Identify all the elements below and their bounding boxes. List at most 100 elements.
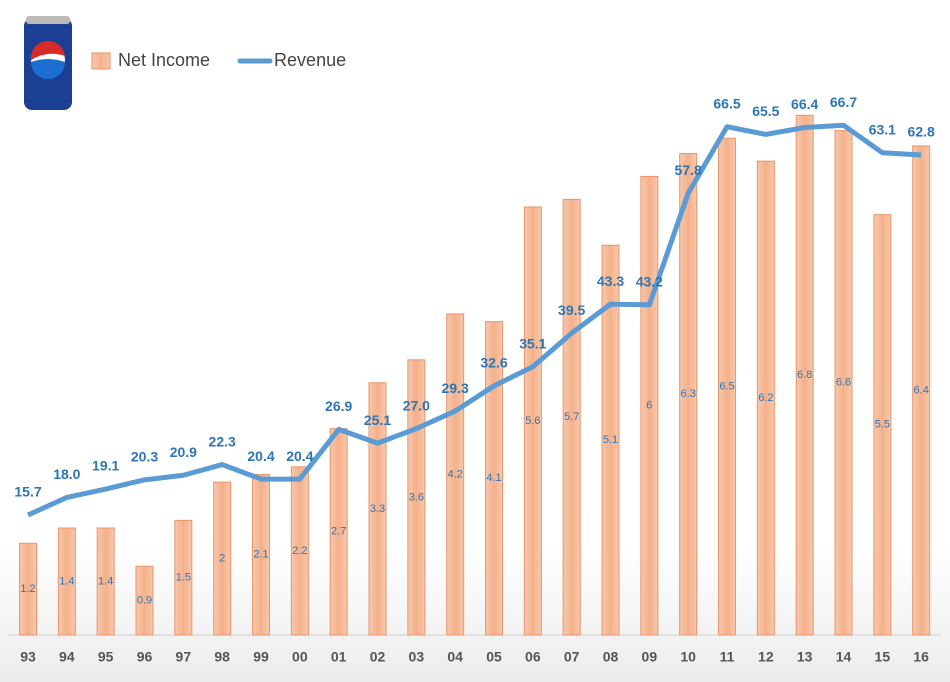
line-value-label: 39.5 xyxy=(558,302,585,318)
line-value-label: 26.9 xyxy=(325,398,352,414)
bar-value-label: 0.9 xyxy=(137,595,152,607)
bar xyxy=(446,313,465,636)
x-tick-label: 10 xyxy=(680,649,696,665)
line-value-label: 29.3 xyxy=(442,380,469,396)
bar xyxy=(756,160,775,636)
line-value-label: 43.3 xyxy=(597,273,624,289)
x-tick-label: 03 xyxy=(409,649,425,665)
line-value-label: 43.2 xyxy=(636,274,663,290)
line-value-label: 22.3 xyxy=(209,433,236,449)
line xyxy=(26,122,922,518)
bar-value-label: 5.1 xyxy=(603,434,618,446)
x-tick-label: 00 xyxy=(292,649,308,665)
bar xyxy=(19,542,38,636)
legend-label: Net Income xyxy=(118,50,210,70)
bar xyxy=(679,153,698,636)
bar xyxy=(718,137,737,636)
bar xyxy=(562,198,581,636)
line-value-label: 32.6 xyxy=(480,355,507,371)
line-value-label: 20.3 xyxy=(131,449,158,465)
x-tick-label: 01 xyxy=(331,649,347,665)
x-tick-label: 08 xyxy=(603,649,619,665)
bar xyxy=(601,244,620,636)
line-value-label: 25.1 xyxy=(364,412,391,428)
line-value-label: 20.4 xyxy=(286,448,313,464)
bar xyxy=(290,466,309,636)
bar-value-label: 1.4 xyxy=(98,575,113,587)
x-tick-label: 05 xyxy=(486,649,502,665)
bar-value-label: 2.1 xyxy=(253,549,268,561)
x-tick-label: 12 xyxy=(758,649,774,665)
line-value-label: 57.8 xyxy=(675,162,702,178)
logo-can xyxy=(24,16,72,110)
x-tick-label: 94 xyxy=(59,649,75,665)
x-tick-label: 95 xyxy=(98,649,114,665)
bar-value-label: 4.2 xyxy=(448,468,463,480)
bar xyxy=(252,474,271,636)
bar xyxy=(485,321,504,636)
x-tick-label: 04 xyxy=(447,649,463,665)
bar xyxy=(795,114,814,636)
line-value-label: 66.7 xyxy=(830,94,857,110)
bar-value-label: 6.4 xyxy=(914,384,929,396)
legend-label: Revenue xyxy=(274,50,346,70)
bar-value-label: 4.1 xyxy=(486,472,501,484)
bar-value-label: 1.2 xyxy=(20,583,35,595)
x-tick-label: 06 xyxy=(525,649,541,665)
x-tick-label: 16 xyxy=(913,649,929,665)
line-value-label: 19.1 xyxy=(92,458,119,474)
line-value-label: 62.8 xyxy=(908,124,935,140)
bar xyxy=(96,527,115,636)
bar xyxy=(213,481,232,636)
legend-swatch xyxy=(91,52,111,70)
line-value-label: 15.7 xyxy=(14,484,41,500)
x-tick-label: 98 xyxy=(214,649,230,665)
bar-value-label: 3.3 xyxy=(370,503,385,515)
bar xyxy=(135,565,154,636)
bar-value-label: 1.4 xyxy=(59,575,74,587)
line-value-label: 63.1 xyxy=(869,121,896,137)
bar xyxy=(368,382,387,636)
bar-value-label: 5.6 xyxy=(525,415,540,427)
x-tick-label: 96 xyxy=(137,649,153,665)
line-value-label: 20.4 xyxy=(247,448,274,464)
line-value-label: 20.9 xyxy=(170,444,197,460)
bar-value-label: 2.2 xyxy=(292,545,307,557)
bar-value-label: 2 xyxy=(219,552,225,564)
x-tick-label: 09 xyxy=(642,649,658,665)
x-tick-label: 93 xyxy=(20,649,36,665)
bar-value-label: 6.5 xyxy=(719,381,734,393)
bar xyxy=(57,527,76,636)
x-tick-label: 07 xyxy=(564,649,580,665)
bar xyxy=(174,519,193,636)
line-value-label: 65.5 xyxy=(752,103,779,119)
line-value-label: 66.5 xyxy=(713,95,740,111)
line-value-label: 18.0 xyxy=(53,466,80,482)
bar-value-label: 3.6 xyxy=(409,491,424,503)
x-tick-label: 13 xyxy=(797,649,813,665)
x-tick-label: 97 xyxy=(176,649,192,665)
bar xyxy=(873,214,892,636)
line-value-label: 35.1 xyxy=(519,335,546,351)
bar-value-label: 2.7 xyxy=(331,526,346,538)
line-value-label: 66.4 xyxy=(791,96,818,112)
x-tick-label: 02 xyxy=(370,649,386,665)
bar xyxy=(523,206,542,636)
bar-value-label: 1.5 xyxy=(176,572,191,584)
bar-value-label: 6 xyxy=(646,400,652,412)
x-tick-label: 99 xyxy=(253,649,269,665)
bar-value-label: 5.7 xyxy=(564,411,579,423)
x-tick-label: 11 xyxy=(720,649,735,665)
line-value-label: 27.0 xyxy=(403,397,430,413)
bar-value-label: 6.8 xyxy=(797,369,812,381)
bar-value-label: 6.2 xyxy=(758,392,773,404)
bar-value-label: 5.5 xyxy=(875,419,890,431)
bar-value-label: 6.3 xyxy=(681,388,696,400)
x-tick-label: 14 xyxy=(836,649,852,665)
bar-value-label: 6.6 xyxy=(836,377,851,389)
x-tick-label: 15 xyxy=(875,649,891,665)
bar xyxy=(912,145,931,636)
bar xyxy=(834,130,853,636)
